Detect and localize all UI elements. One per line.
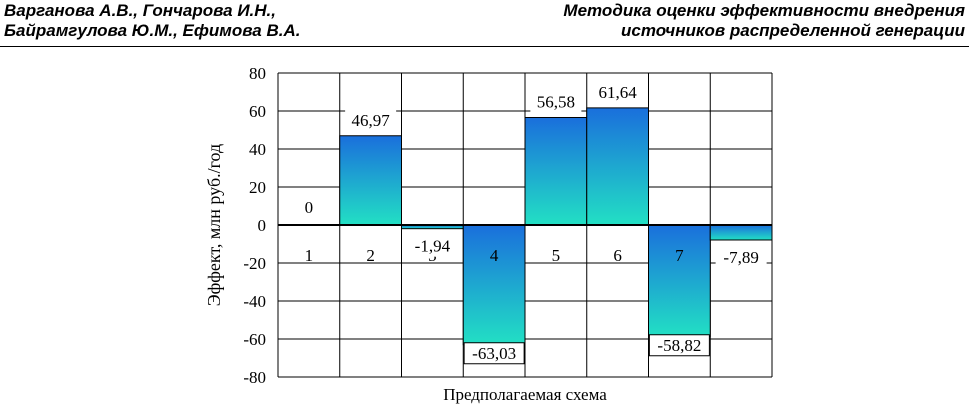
authors: Варганова А.В., Гончарова И.Н., Байрамгу… [4, 1, 301, 41]
bar-2 [339, 135, 402, 226]
y-tick-label: -60 [243, 330, 266, 349]
bar-8 [709, 224, 773, 241]
data-label-box [648, 334, 710, 357]
y-tick-label: 80 [249, 64, 266, 83]
y-tick-label: -40 [243, 292, 266, 311]
data-label: 61,64 [599, 83, 638, 102]
page-header: Варганова А.В., Гончарова И.Н., Байрамгу… [0, 0, 969, 47]
data-label-box [406, 235, 458, 257]
y-axis-title: Эффект, млн руб./год [204, 144, 224, 306]
bar-5 [524, 116, 588, 226]
bar-6 [586, 107, 649, 226]
category-label: 4 [490, 246, 499, 265]
data-label-box [592, 81, 644, 103]
y-tick-label: 0 [258, 216, 267, 235]
y-tick-label: 20 [249, 178, 266, 197]
data-label: 46,97 [352, 111, 391, 130]
x-axis-title: Предполагаемая схема [443, 385, 607, 404]
data-label: 0 [305, 198, 314, 217]
y-tick-label: 60 [249, 102, 266, 121]
article-title-line-1: Методика оценки эффективности внедрения [563, 1, 965, 20]
category-label: 7 [675, 246, 684, 265]
y-tick-label: -20 [243, 254, 266, 273]
y-tick-label: -80 [243, 368, 266, 387]
authors-line-1: Варганова А.В., Гончарова И.Н., [4, 1, 277, 20]
bar-7 [648, 224, 711, 338]
data-label-box [530, 91, 582, 113]
article-title: Методика оценки эффективности внедрения … [563, 1, 965, 41]
data-label: -63,03 [472, 344, 516, 363]
category-label: 2 [366, 246, 375, 265]
data-label: -58,82 [657, 336, 701, 355]
data-label: -1,94 [415, 237, 451, 256]
bar-4 [462, 224, 526, 346]
data-label: -7,89 [723, 248, 758, 267]
category-label: 5 [552, 246, 561, 265]
data-label: 56,58 [537, 92, 575, 111]
data-label-box [345, 109, 397, 131]
article-title-line-2: источников распределенной генерации [621, 21, 965, 40]
category-label: 6 [613, 246, 622, 265]
data-label-box [715, 246, 767, 268]
category-label: 1 [305, 246, 314, 265]
authors-line-2: Байрамгулова Ю.М., Ефимова В.А. [4, 21, 301, 40]
y-tick-label: 40 [249, 140, 266, 159]
data-label-box [463, 342, 525, 365]
